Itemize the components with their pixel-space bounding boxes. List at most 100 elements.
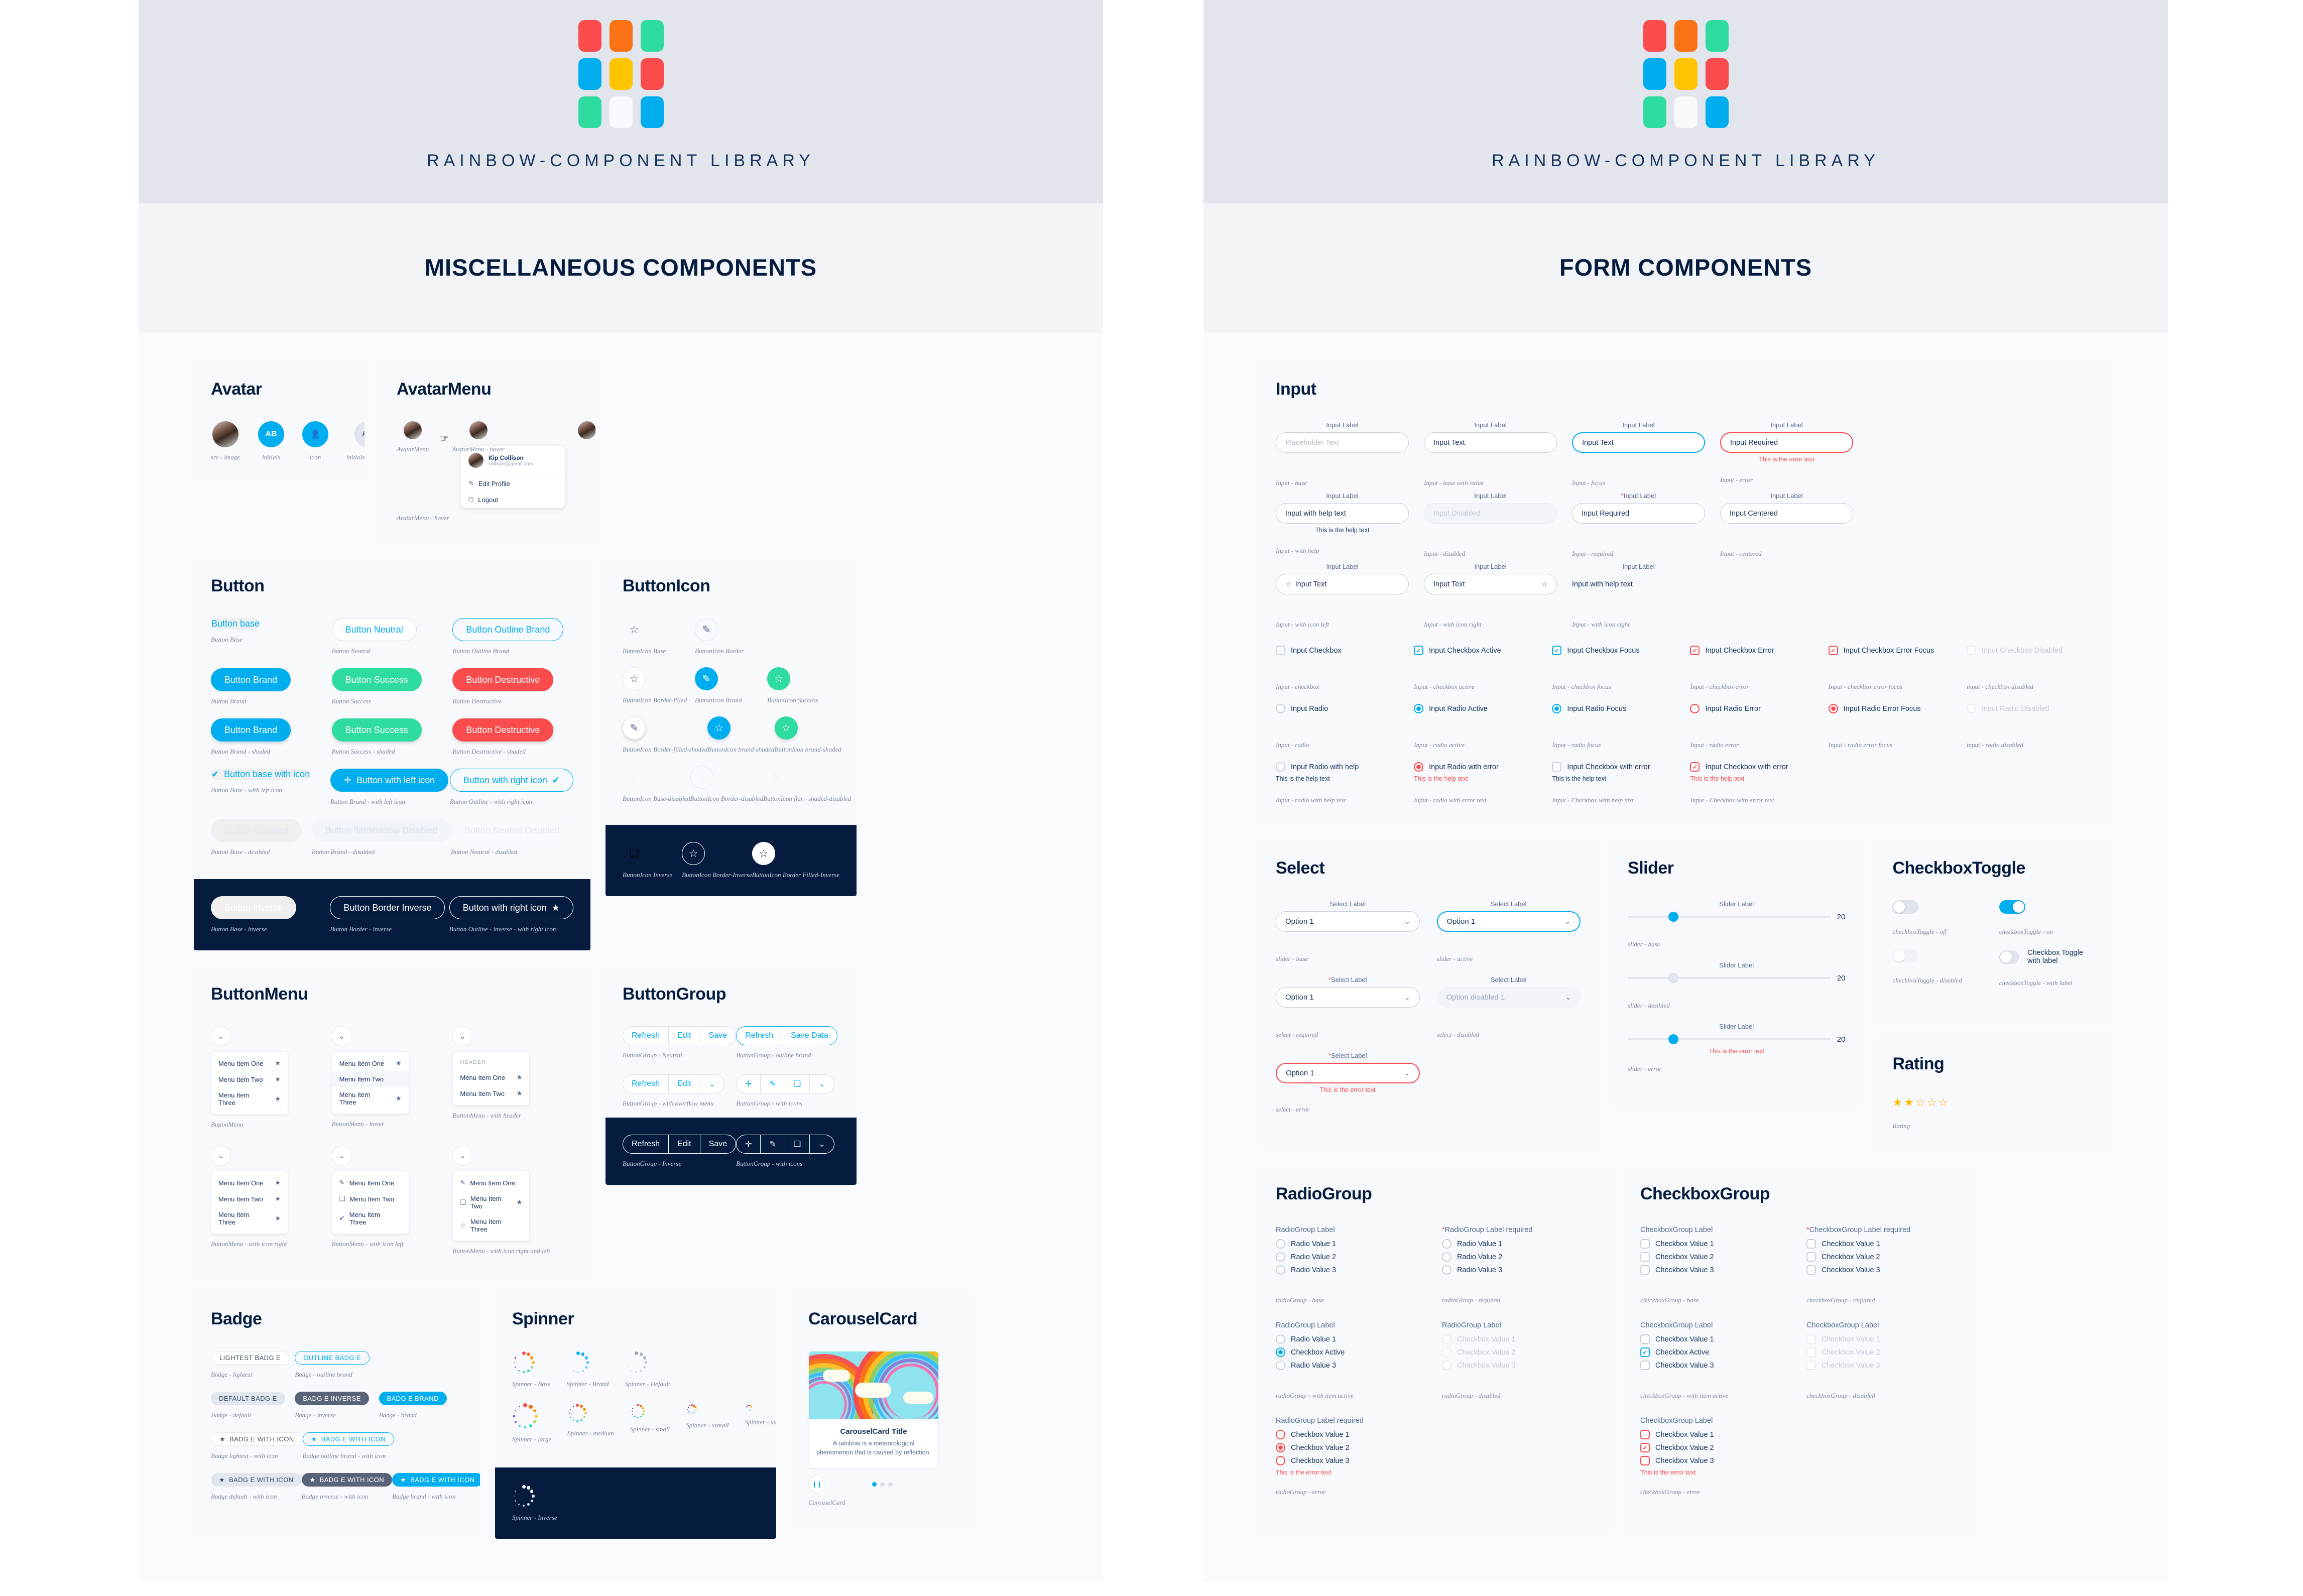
radio-icon[interactable]: [1276, 1347, 1285, 1357]
radio-option[interactable]: Checkbox Value 2: [1276, 1443, 1427, 1452]
icon-button[interactable]: ☆: [623, 667, 646, 690]
radio-row[interactable]: Input Radio with help: [1276, 762, 1405, 772]
button[interactable]: Button Neutral: [331, 618, 417, 641]
rating-star[interactable]: ★: [1892, 1096, 1904, 1109]
radio-row[interactable]: Input Radio Disabled: [1966, 704, 2096, 713]
radio-option[interactable]: Checkbox Value 3: [1276, 1456, 1427, 1465]
text-input[interactable]: ☆ Input Text: [1276, 574, 1409, 594]
radio-icon[interactable]: [1276, 762, 1285, 772]
plus-icon[interactable]: ✛: [737, 1135, 761, 1153]
radio-icon[interactable]: [1276, 704, 1285, 713]
checkbox-icon[interactable]: [1276, 646, 1285, 655]
radio-row[interactable]: Input Radio with error: [1414, 762, 1543, 772]
checkbox-icon[interactable]: ✔: [1640, 1443, 1650, 1452]
radio-icon[interactable]: [1442, 1265, 1451, 1275]
radio-option[interactable]: Checkbox Active: [1276, 1347, 1427, 1357]
checkbox-icon[interactable]: [1806, 1334, 1816, 1344]
rating-star[interactable]: ☆: [1938, 1096, 1950, 1109]
slider-track[interactable]: [1628, 1034, 1831, 1044]
menu-item[interactable]: Menu Item One ★: [211, 1055, 288, 1071]
icon-button[interactable]: ☆: [752, 842, 775, 865]
pencil-icon[interactable]: ✎: [761, 1075, 785, 1093]
checkbox-option[interactable]: ✔ Checkbox Value 2: [1640, 1443, 1791, 1452]
menu-item[interactable]: Menu Item One ★: [453, 1069, 529, 1085]
radio-option[interactable]: Radio Value 1: [1276, 1334, 1427, 1344]
checkbox-icon[interactable]: ✔: [1828, 646, 1838, 655]
avatar[interactable]: [404, 421, 422, 439]
radio-icon[interactable]: [1442, 1334, 1451, 1344]
radio-icon[interactable]: [1276, 1443, 1285, 1452]
radio-icon[interactable]: [1276, 1239, 1285, 1249]
toggle-switch[interactable]: [1999, 900, 2025, 914]
checkbox-icon[interactable]: ✔: [1640, 1347, 1650, 1357]
menu-trigger-button[interactable]: ⌄: [452, 1146, 473, 1166]
radio-option[interactable]: Checkbox Value 3: [1442, 1361, 1593, 1370]
group-button[interactable]: Edit: [669, 1027, 700, 1045]
menu-item[interactable]: ✔ Menu Item Three: [332, 1207, 409, 1230]
icon-button[interactable]: ☆: [690, 766, 713, 789]
icon-button[interactable]: ☆: [623, 618, 646, 641]
icon-button[interactable]: ☆: [682, 842, 705, 865]
slider-thumb[interactable]: [1668, 912, 1678, 922]
avatar[interactable]: 👤: [302, 421, 329, 447]
menu-item[interactable]: Menu Item Two ★: [211, 1071, 288, 1087]
button[interactable]: Button Brand: [211, 668, 291, 691]
radio-icon[interactable]: [1690, 704, 1700, 713]
toggle-switch[interactable]: [1892, 900, 1919, 914]
button[interactable]: ✔ Button base with icon: [211, 769, 311, 780]
group-button[interactable]: Refresh: [737, 1027, 783, 1045]
avatar[interactable]: [577, 421, 595, 439]
select-control[interactable]: Option 1 ⌄: [1276, 987, 1420, 1008]
checkbox-row[interactable]: Input Checkbox Disabled: [1966, 646, 2096, 655]
toggle-switch[interactable]: [1892, 949, 1919, 962]
slider-thumb[interactable]: [1668, 973, 1678, 983]
icon-button[interactable]: ☆: [623, 766, 646, 789]
carousel-dots[interactable]: [872, 1482, 893, 1487]
radio-icon[interactable]: [1966, 704, 1976, 713]
radio-option[interactable]: Radio Value 2: [1276, 1252, 1427, 1262]
menu-item[interactable]: Menu Item One ★: [332, 1055, 409, 1071]
menu-item[interactable]: ☆ Menu Item Three: [453, 1214, 529, 1237]
radio-icon[interactable]: [1276, 1334, 1285, 1344]
icon-button[interactable]: ☆: [707, 716, 731, 740]
radio-icon[interactable]: [1414, 704, 1424, 713]
carousel-dot[interactable]: [880, 1482, 885, 1487]
avatar[interactable]: AB: [258, 421, 285, 447]
select-control[interactable]: Option disabled 1 ⌄: [1436, 987, 1581, 1008]
radio-option[interactable]: Checkbox Value 2: [1442, 1347, 1593, 1357]
radio-row[interactable]: Input Radio Active: [1414, 704, 1543, 713]
text-input[interactable]: Input Disabled: [1424, 503, 1557, 524]
group-button[interactable]: Edit: [669, 1135, 700, 1153]
menu-item[interactable]: Menu Item Two ★: [453, 1085, 529, 1101]
checkbox-row[interactable]: Input Checkbox with error: [1552, 762, 1681, 772]
checkbox-icon[interactable]: [1806, 1361, 1816, 1370]
checkbox-option[interactable]: Checkbox Value 3: [1806, 1361, 1958, 1370]
radio-icon[interactable]: [1828, 704, 1838, 713]
rating-stars[interactable]: ★★☆☆☆: [1892, 1096, 2096, 1109]
select-control[interactable]: Option 1 ⌄: [1276, 1063, 1420, 1083]
menu-item[interactable]: Menu Item Three ★: [332, 1087, 409, 1110]
radio-icon[interactable]: [1276, 1252, 1285, 1262]
checkbox-icon[interactable]: [1806, 1265, 1816, 1275]
checkbox-option[interactable]: Checkbox Value 3: [1640, 1456, 1791, 1465]
checkbox-option[interactable]: Checkbox Value 1: [1640, 1239, 1791, 1249]
menu-trigger-button[interactable]: ⌄: [331, 1026, 352, 1046]
group-button[interactable]: Refresh: [623, 1027, 669, 1045]
icon-button[interactable]: ☆: [763, 766, 786, 789]
menu-trigger-button[interactable]: ⌄: [211, 1026, 231, 1046]
checkbox-icon[interactable]: [1640, 1265, 1650, 1275]
avatar[interactable]: [469, 421, 488, 439]
checkbox-row[interactable]: ✔ Input Checkbox Error Focus: [1828, 646, 1958, 655]
group-button[interactable]: Edit: [669, 1075, 700, 1093]
radio-icon[interactable]: [1276, 1430, 1285, 1439]
avatar[interactable]: [212, 421, 238, 447]
menu-item[interactable]: ✎ Menu Item One: [453, 1175, 529, 1191]
radio-icon[interactable]: [1414, 762, 1424, 772]
radio-option[interactable]: Radio Value 3: [1276, 1265, 1427, 1275]
radio-icon[interactable]: [1442, 1361, 1451, 1370]
checkbox-icon[interactable]: [1640, 1252, 1650, 1262]
chevron-down-icon[interactable]: ⌄: [818, 1140, 825, 1149]
icon-button[interactable]: ☆: [774, 716, 798, 740]
icon-button[interactable]: ☆: [767, 667, 790, 690]
radio-option[interactable]: Radio Value 2: [1442, 1252, 1593, 1262]
